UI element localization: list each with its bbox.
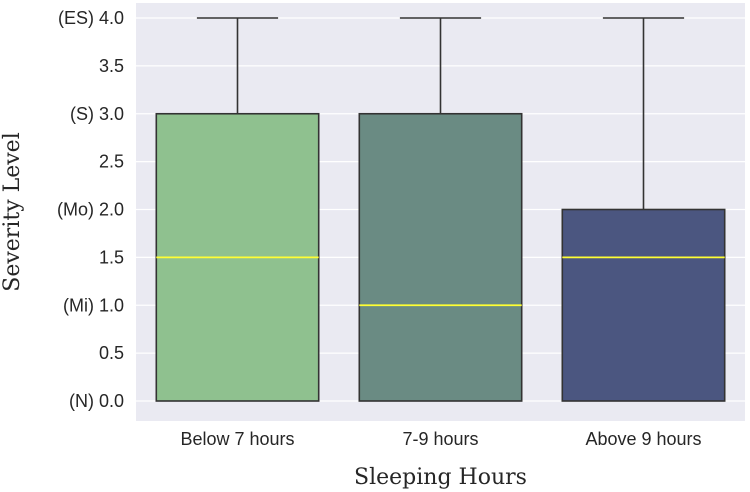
y-tick-label: (ES) 4.0 xyxy=(58,8,124,28)
box-1 xyxy=(358,17,523,402)
y-tick-label: (Mo) 2.0 xyxy=(57,200,124,220)
y-axis-label: Severity Level xyxy=(0,132,25,291)
box-2 xyxy=(561,17,726,402)
y-tick-label: (S) 3.0 xyxy=(70,104,124,124)
x-tick-label: Above 9 hours xyxy=(585,429,701,449)
y-tick-label: (N) 0.0 xyxy=(69,391,124,411)
box-0 xyxy=(155,17,320,402)
y-tick-labels: (N) 0.0 0.5 (Mi) 1.0 1.5 (Mo) 2.0 2.5 (S) 3.0 3… xyxy=(57,8,124,411)
y-tick-label: 3.5 xyxy=(99,56,124,76)
y-tick-label: 0.5 xyxy=(99,343,124,363)
x-axis-label: Sleeping Hours xyxy=(354,465,527,490)
x-tick-label: Below 7 hours xyxy=(180,429,294,449)
box-body xyxy=(561,208,726,402)
y-tick-label: (Mi) 1.0 xyxy=(63,295,124,315)
y-tick-label: 2.5 xyxy=(99,152,124,172)
y-tick-label: 1.5 xyxy=(99,247,124,267)
box-body xyxy=(358,112,523,402)
x-tick-label: 7-9 hours xyxy=(402,429,478,449)
boxes xyxy=(155,17,726,402)
x-tick-labels: Below 7 hours 7-9 hours Above 9 hours xyxy=(180,429,701,449)
